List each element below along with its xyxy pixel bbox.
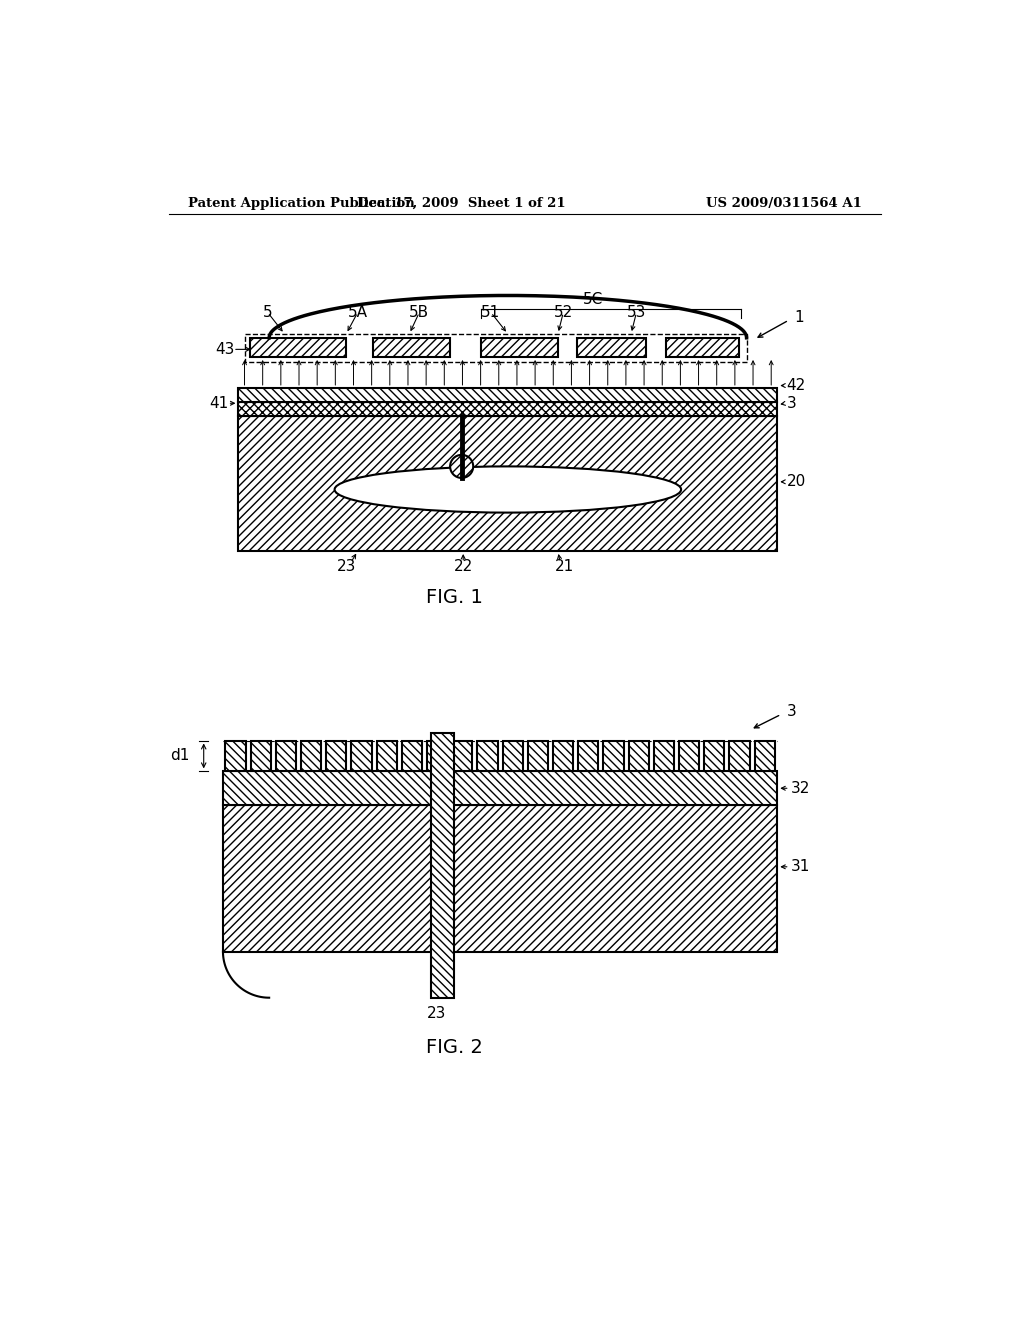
Text: 31: 31 — [791, 859, 810, 874]
Bar — [351, 741, 372, 771]
Bar — [629, 741, 649, 771]
Text: Dec. 17, 2009  Sheet 1 of 21: Dec. 17, 2009 Sheet 1 of 21 — [357, 197, 566, 210]
Bar — [427, 741, 447, 771]
Bar — [679, 741, 699, 771]
Bar — [301, 741, 322, 771]
Bar — [223, 805, 777, 952]
Text: 3: 3 — [786, 704, 797, 719]
Text: 41: 41 — [210, 396, 228, 411]
Bar — [431, 733, 454, 998]
Bar — [223, 771, 777, 805]
Text: 5C: 5C — [583, 292, 603, 306]
Circle shape — [451, 455, 473, 478]
Bar — [755, 741, 775, 771]
Bar — [528, 741, 548, 771]
Bar — [275, 741, 296, 771]
Bar — [373, 338, 451, 358]
Bar — [373, 338, 451, 358]
Bar — [225, 741, 246, 771]
Bar — [245, 334, 746, 362]
Bar — [553, 741, 573, 771]
Bar — [401, 741, 422, 771]
Text: 3: 3 — [786, 396, 797, 411]
Text: 23: 23 — [337, 558, 356, 574]
Bar — [705, 741, 724, 771]
Bar — [629, 741, 649, 771]
Bar — [503, 741, 523, 771]
Text: 1: 1 — [795, 310, 804, 325]
Text: 5A: 5A — [348, 305, 368, 319]
Bar — [301, 741, 322, 771]
Bar — [239, 416, 777, 552]
Bar — [239, 416, 777, 552]
Bar — [223, 805, 777, 952]
Bar — [377, 741, 397, 771]
Bar — [239, 401, 777, 416]
Text: 42: 42 — [786, 378, 806, 393]
Bar — [239, 388, 777, 401]
Bar — [431, 733, 454, 998]
Bar — [453, 741, 472, 771]
Text: 23: 23 — [427, 1006, 446, 1020]
Text: 5: 5 — [263, 305, 272, 319]
Bar — [250, 338, 346, 358]
Bar — [578, 338, 646, 358]
Text: 5B: 5B — [410, 305, 429, 319]
Bar — [679, 741, 699, 771]
Bar — [251, 741, 270, 771]
Bar — [477, 741, 498, 771]
Bar — [578, 338, 646, 358]
Bar — [401, 741, 422, 771]
Bar — [327, 741, 346, 771]
Bar — [603, 741, 624, 771]
Bar — [239, 401, 777, 416]
Text: Patent Application Publication: Patent Application Publication — [188, 197, 415, 210]
Text: US 2009/0311564 A1: US 2009/0311564 A1 — [707, 197, 862, 210]
Bar — [225, 741, 246, 771]
Text: 32: 32 — [791, 780, 810, 796]
Text: 43: 43 — [215, 342, 234, 356]
Bar — [477, 741, 498, 771]
Bar — [275, 741, 296, 771]
Bar — [453, 741, 472, 771]
Ellipse shape — [335, 466, 681, 512]
Bar — [239, 388, 777, 401]
Bar — [654, 741, 674, 771]
Bar — [729, 741, 750, 771]
Text: 51: 51 — [481, 305, 501, 319]
Bar — [481, 338, 558, 358]
Text: 22: 22 — [454, 558, 473, 574]
Bar — [251, 741, 270, 771]
Bar — [250, 338, 346, 358]
Bar — [579, 741, 598, 771]
Bar — [377, 741, 397, 771]
Bar — [503, 741, 523, 771]
Bar — [654, 741, 674, 771]
Bar — [528, 741, 548, 771]
Text: FIG. 1: FIG. 1 — [426, 587, 482, 607]
Bar — [481, 338, 558, 358]
Text: 53: 53 — [627, 305, 646, 319]
Bar — [553, 741, 573, 771]
Bar — [666, 338, 739, 358]
Text: 21: 21 — [554, 558, 573, 574]
Text: FIG. 2: FIG. 2 — [426, 1039, 482, 1057]
Bar — [351, 741, 372, 771]
Bar — [427, 741, 447, 771]
Bar — [666, 338, 739, 358]
Bar — [223, 771, 777, 805]
Bar — [603, 741, 624, 771]
Bar — [327, 741, 346, 771]
Text: 20: 20 — [786, 474, 806, 490]
Text: 52: 52 — [554, 305, 572, 319]
Bar — [705, 741, 724, 771]
Bar — [579, 741, 598, 771]
Bar — [729, 741, 750, 771]
Bar — [755, 741, 775, 771]
Text: d1: d1 — [170, 748, 189, 763]
